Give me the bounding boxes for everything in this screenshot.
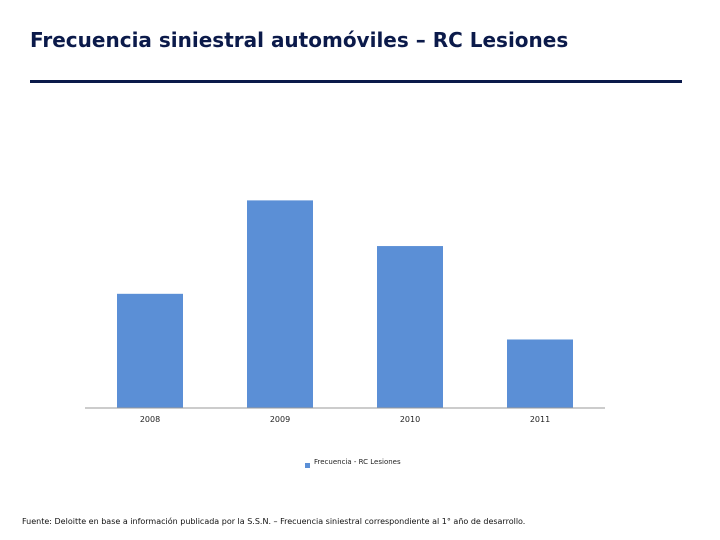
title-divider: [30, 80, 682, 83]
x-tick-label: 2011: [530, 415, 550, 424]
legend-label: Frecuencia - RC Lesiones: [314, 458, 401, 466]
x-tick-label: 2010: [400, 415, 420, 424]
bar: [247, 200, 313, 408]
x-tick-label: 2008: [140, 415, 160, 424]
bar: [377, 246, 443, 408]
legend-swatch: [305, 463, 310, 468]
source-footnote: Fuente: Deloitte en base a información p…: [22, 517, 526, 526]
x-tick-label: 2009: [270, 415, 290, 424]
bar: [117, 293, 183, 408]
bar: [507, 339, 573, 408]
page-title: Frecuencia siniestral automóviles – RC L…: [30, 28, 569, 52]
